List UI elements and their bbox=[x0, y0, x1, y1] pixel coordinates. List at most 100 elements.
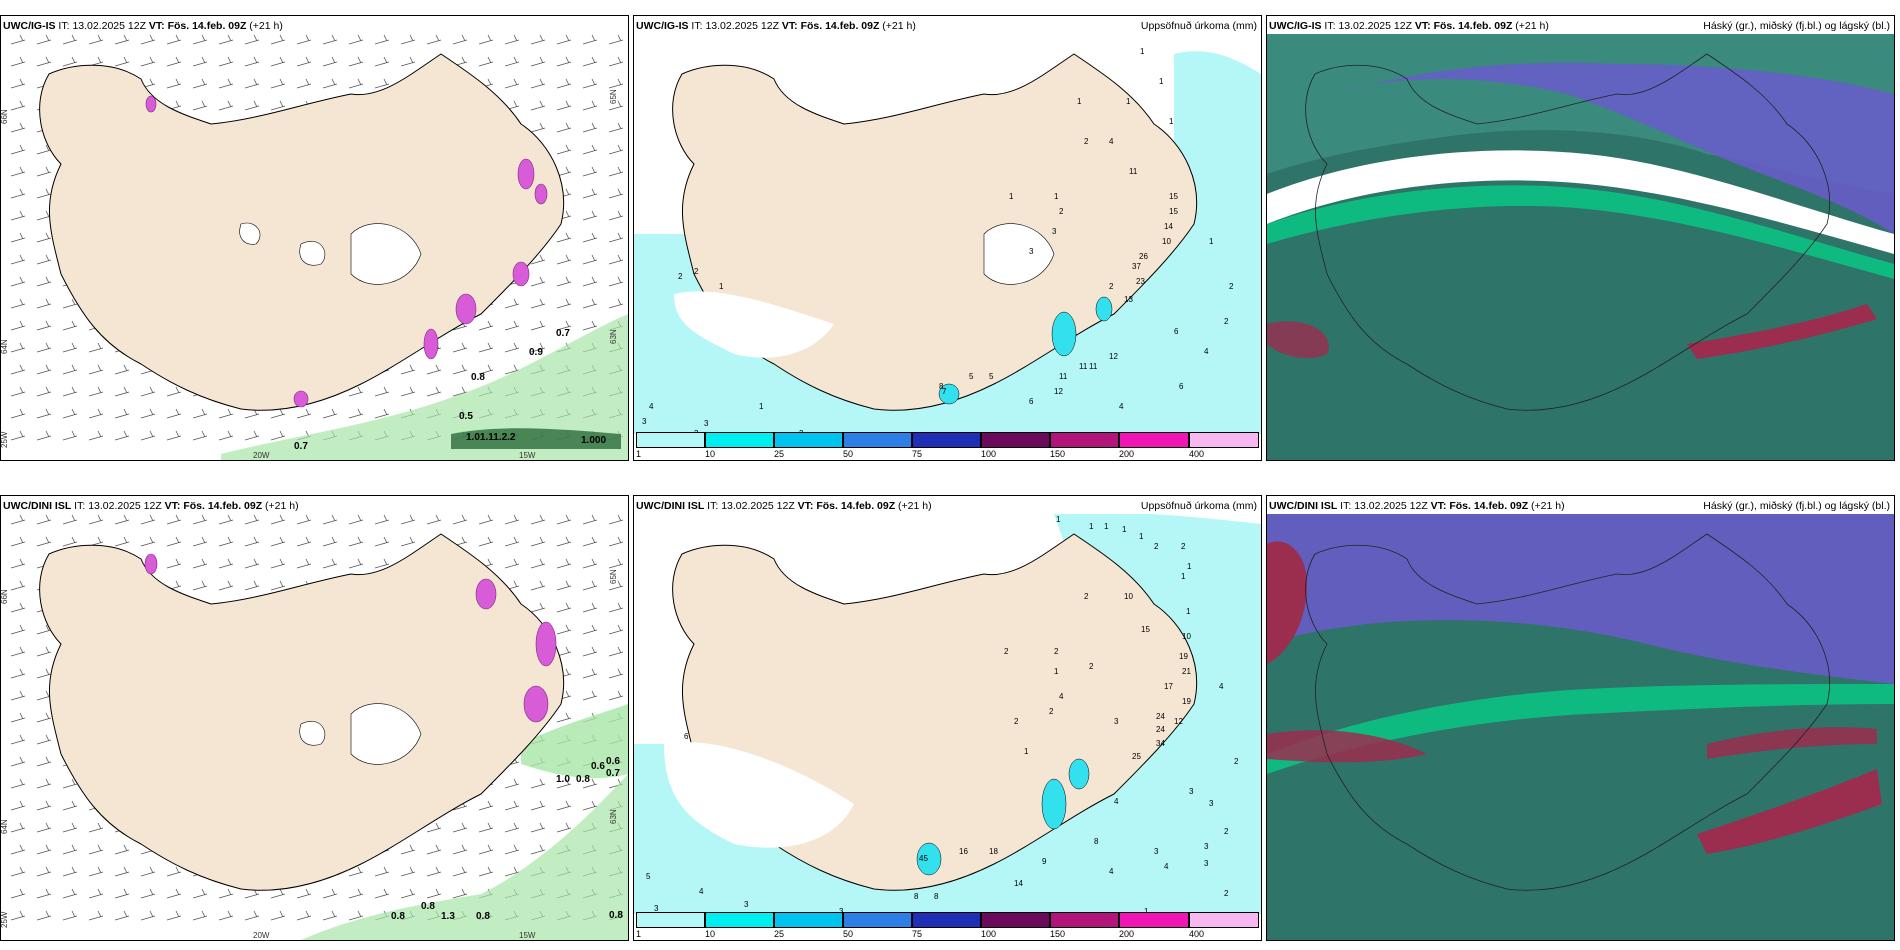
panel-header: UWC/IG-IS IT: 13.02.2025 12Z VT: Fös. 14… bbox=[1269, 20, 1549, 32]
svg-text:11: 11 bbox=[1089, 362, 1098, 371]
svg-text:1: 1 bbox=[1126, 97, 1131, 106]
colorbar-label: 400 bbox=[1189, 449, 1205, 459]
colorbar-label: 150 bbox=[1050, 449, 1066, 459]
svg-text:1: 1 bbox=[1169, 117, 1174, 126]
colorbar-swatch bbox=[705, 912, 774, 928]
svg-text:4: 4 bbox=[649, 402, 654, 411]
panel-ig-wind-map: UWC/IG-IS IT: 13.02.2025 12Z VT: Fös. 14… bbox=[0, 15, 629, 461]
svg-text:4: 4 bbox=[1164, 862, 1169, 871]
svg-text:64N: 64N bbox=[1, 819, 9, 834]
panel-dini-wind-map: UWC/DINI ISL IT: 13.02.2025 12Z VT: Fös.… bbox=[0, 495, 629, 941]
svg-text:23: 23 bbox=[1136, 277, 1145, 286]
colorbar-swatch bbox=[981, 912, 1050, 928]
svg-text:2: 2 bbox=[1059, 207, 1064, 216]
colorbar-swatch bbox=[1189, 912, 1259, 928]
svg-text:1: 1 bbox=[1056, 515, 1061, 524]
colorbar-label: 25 bbox=[774, 449, 785, 459]
svg-text:12: 12 bbox=[1174, 717, 1183, 726]
svg-text:0.8: 0.8 bbox=[609, 910, 623, 921]
svg-text:18: 18 bbox=[989, 847, 998, 856]
svg-text:13: 13 bbox=[1124, 295, 1133, 304]
panel-header: UWC/IG-IS IT: 13.02.2025 12Z VT: Fös. 14… bbox=[636, 20, 916, 32]
svg-text:4: 4 bbox=[1219, 682, 1224, 691]
svg-text:0.8: 0.8 bbox=[421, 901, 435, 912]
colorbar-label: 200 bbox=[1119, 929, 1135, 939]
svg-text:3: 3 bbox=[642, 417, 647, 426]
svg-text:0.6: 0.6 bbox=[606, 756, 620, 767]
svg-text:8: 8 bbox=[914, 892, 919, 901]
svg-text:1: 1 bbox=[1181, 572, 1186, 581]
colorbar-label: 1 bbox=[636, 929, 642, 939]
svg-text:1.000: 1.000 bbox=[581, 435, 606, 446]
svg-text:16: 16 bbox=[959, 847, 968, 856]
precip-colorbar: 1 10 25 50 75 100 150 200 400 bbox=[636, 432, 1259, 459]
svg-text:1: 1 bbox=[1089, 522, 1094, 531]
iceland-outline bbox=[39, 53, 565, 411]
svg-text:3: 3 bbox=[1189, 787, 1194, 796]
svg-text:2: 2 bbox=[1109, 282, 1114, 291]
svg-text:63N: 63N bbox=[609, 809, 618, 824]
svg-text:66N: 66N bbox=[1, 109, 9, 124]
svg-text:6: 6 bbox=[1179, 382, 1184, 391]
svg-text:4: 4 bbox=[1109, 867, 1114, 876]
svg-text:0.7: 0.7 bbox=[556, 328, 570, 339]
panel-ig-cloud-map: UWC/IG-IS IT: 13.02.2025 12Z VT: Fös. 14… bbox=[1266, 15, 1895, 461]
svg-text:3: 3 bbox=[1052, 227, 1057, 236]
svg-text:24: 24 bbox=[1156, 712, 1165, 721]
svg-text:8: 8 bbox=[934, 892, 939, 901]
svg-text:2: 2 bbox=[678, 272, 683, 281]
colorbar-swatch bbox=[981, 432, 1050, 448]
svg-text:3: 3 bbox=[1154, 847, 1159, 856]
svg-text:2: 2 bbox=[1154, 542, 1159, 551]
panel-title: Háský (gr.), miðský (fj.bl.) og lágský (… bbox=[1703, 20, 1890, 32]
colorbar-label: 50 bbox=[843, 929, 854, 939]
svg-text:2: 2 bbox=[1224, 317, 1229, 326]
svg-text:4: 4 bbox=[699, 887, 704, 896]
svg-text:34: 34 bbox=[1156, 739, 1165, 748]
svg-text:0.8: 0.8 bbox=[391, 911, 405, 922]
colorbar-swatch bbox=[1189, 432, 1259, 448]
svg-text:25W: 25W bbox=[1, 911, 9, 928]
svg-text:4: 4 bbox=[1059, 692, 1064, 701]
svg-text:2: 2 bbox=[1181, 542, 1186, 551]
svg-text:26: 26 bbox=[1139, 252, 1148, 261]
svg-text:1: 1 bbox=[1144, 907, 1149, 916]
svg-text:2: 2 bbox=[1224, 827, 1229, 836]
svg-text:3: 3 bbox=[744, 900, 749, 909]
svg-text:2: 2 bbox=[1084, 592, 1089, 601]
precip-map: 1 1 1 1 1 2 2 1 1 10 2 1 15 10 19 21 19 … bbox=[634, 514, 1261, 921]
svg-text:2: 2 bbox=[1049, 707, 1054, 716]
svg-text:1: 1 bbox=[1186, 607, 1191, 616]
iceland-outline bbox=[39, 533, 565, 891]
svg-text:37: 37 bbox=[1132, 262, 1141, 271]
wind-map: 0.6 0.6 0.7 1.0 0.8 0.8 0.8 1.3 0.8 0.8 … bbox=[1, 514, 628, 940]
svg-text:25: 25 bbox=[1132, 752, 1141, 761]
panel-header: UWC/IG-IS IT: 13.02.2025 12Z VT: Fös. 14… bbox=[3, 20, 283, 32]
svg-text:0.7: 0.7 bbox=[606, 768, 620, 779]
colorbar-label: 150 bbox=[1050, 929, 1066, 939]
colorbar-label: 50 bbox=[843, 449, 854, 459]
svg-text:2: 2 bbox=[1224, 889, 1229, 898]
svg-text:3: 3 bbox=[654, 904, 659, 913]
precip-map: 1 1 1 1 1 2 4 11 15 15 14 10 1 1 1 2 3 3… bbox=[634, 47, 1261, 446]
colorbar-label: 100 bbox=[981, 929, 997, 939]
svg-text:1.3: 1.3 bbox=[441, 911, 455, 922]
svg-text:0.8: 0.8 bbox=[471, 372, 485, 383]
svg-text:66N: 66N bbox=[1, 589, 9, 604]
svg-text:1: 1 bbox=[1209, 237, 1214, 246]
svg-text:6: 6 bbox=[1174, 327, 1179, 336]
svg-text:19: 19 bbox=[1182, 697, 1191, 706]
colorbar-swatch bbox=[843, 432, 912, 448]
svg-text:63N: 63N bbox=[609, 329, 618, 344]
svg-text:4: 4 bbox=[1109, 137, 1114, 146]
svg-text:0.6: 0.6 bbox=[591, 761, 605, 772]
svg-text:11: 11 bbox=[1079, 362, 1088, 371]
svg-text:0.7: 0.7 bbox=[294, 441, 308, 452]
svg-text:2: 2 bbox=[1234, 757, 1239, 766]
colorbar-swatch bbox=[1050, 432, 1119, 448]
svg-text:8: 8 bbox=[1094, 837, 1099, 846]
cloud-map bbox=[1267, 34, 1894, 460]
svg-text:2: 2 bbox=[1084, 137, 1089, 146]
svg-text:4: 4 bbox=[1114, 797, 1119, 806]
svg-text:5: 5 bbox=[646, 872, 651, 881]
